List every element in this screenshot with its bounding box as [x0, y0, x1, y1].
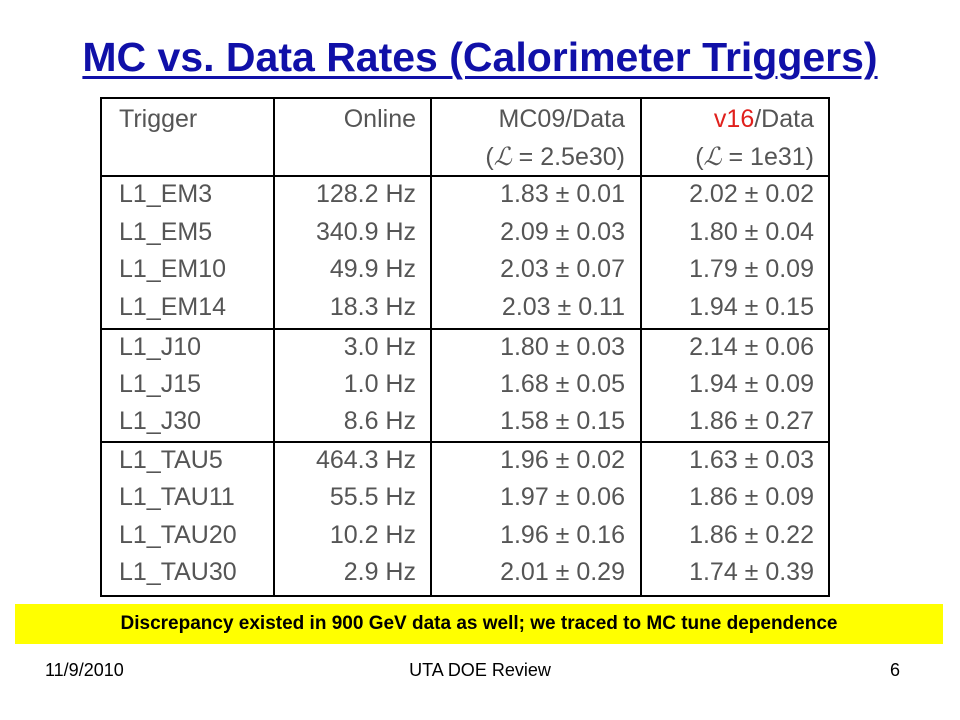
row-trigger: L1_EM3	[119, 180, 213, 208]
row-mc09: 1.96 ± 0.02	[500, 446, 625, 474]
footer-center-text: UTA DOE Review	[409, 660, 551, 680]
row-v16: 2.02 ± 0.02	[689, 180, 814, 208]
column-divider	[640, 99, 642, 595]
row-trigger: L1_J10	[119, 333, 202, 361]
row-mc09: 1.83 ± 0.01	[500, 180, 625, 208]
row-online: 49.9 Hz	[329, 255, 416, 283]
row-trigger: L1_TAU5	[119, 446, 223, 474]
row-mc09: 2.03 ± 0.11	[501, 293, 625, 321]
row-v16: 1.63 ± 0.03	[689, 446, 814, 474]
footer-date: 11/9/2010	[45, 660, 124, 680]
header-mc09-luminosity: (ℒ = 2.5e30)	[485, 142, 625, 172]
row-mc09: 2.01 ± 0.29	[500, 558, 625, 586]
row-trigger: L1_J30	[119, 407, 202, 435]
row-v16: 1.86 ± 0.09	[689, 483, 814, 511]
header-trigger: Trigger	[119, 105, 198, 133]
header-divider	[102, 175, 828, 177]
row-online: 55.5 Hz	[329, 483, 416, 511]
group-divider	[102, 328, 828, 330]
row-mc09: 2.03 ± 0.07	[500, 255, 625, 283]
header-v16: v16/Data	[713, 105, 814, 133]
slide-number: 6	[889, 660, 900, 680]
row-trigger: L1_TAU11	[119, 483, 235, 511]
highlight-note: Discrepancy existed in 900 GeV data as w…	[15, 604, 943, 644]
row-mc09: 1.97 ± 0.06	[500, 483, 625, 511]
row-online: 3.0 Hz	[343, 333, 416, 361]
row-online: 464.3 Hz	[315, 446, 416, 474]
header-online: Online	[343, 105, 416, 133]
row-v16: 1.94 ± 0.15	[689, 293, 814, 321]
column-divider	[430, 99, 432, 595]
row-v16: 1.79 ± 0.09	[689, 255, 814, 283]
row-v16: 1.74 ± 0.39	[689, 558, 814, 586]
row-mc09: 1.80 ± 0.03	[500, 333, 625, 361]
row-trigger: L1_EM10	[119, 255, 227, 283]
row-mc09: 1.96 ± 0.16	[500, 521, 625, 549]
header-v16-luminosity: (ℒ = 1e31)	[695, 142, 814, 172]
row-trigger: L1_EM14	[119, 293, 227, 321]
group-divider	[102, 441, 828, 443]
row-online: 8.6 Hz	[343, 407, 416, 435]
row-online: 18.3 Hz	[329, 293, 416, 321]
row-online: 128.2 Hz	[315, 180, 416, 208]
slide-title: MC vs. Data Rates (Calorimeter Triggers)	[82, 34, 878, 80]
row-trigger: L1_J15	[119, 370, 202, 398]
row-v16: 1.94 ± 0.09	[689, 370, 814, 398]
row-v16: 1.86 ± 0.27	[689, 407, 814, 435]
header-mc09: MC09/Data	[498, 105, 625, 133]
trigger-rate-table: Trigger Online MC09/Data (ℒ = 2.5e30) v1…	[100, 97, 830, 597]
row-v16: 2.14 ± 0.06	[689, 333, 814, 361]
row-online: 1.0 Hz	[343, 370, 416, 398]
row-trigger: L1_TAU20	[119, 521, 237, 549]
row-online: 340.9 Hz	[315, 218, 416, 246]
column-divider	[273, 99, 275, 595]
row-mc09: 1.68 ± 0.05	[500, 370, 625, 398]
row-mc09: 2.09 ± 0.03	[500, 218, 625, 246]
row-mc09: 1.58 ± 0.15	[500, 407, 625, 435]
row-v16: 1.86 ± 0.22	[689, 521, 814, 549]
row-online: 10.2 Hz	[329, 521, 416, 549]
row-online: 2.9 Hz	[343, 558, 416, 586]
row-trigger: L1_TAU30	[119, 558, 237, 586]
row-v16: 1.80 ± 0.04	[689, 218, 814, 246]
row-trigger: L1_EM5	[119, 218, 213, 246]
